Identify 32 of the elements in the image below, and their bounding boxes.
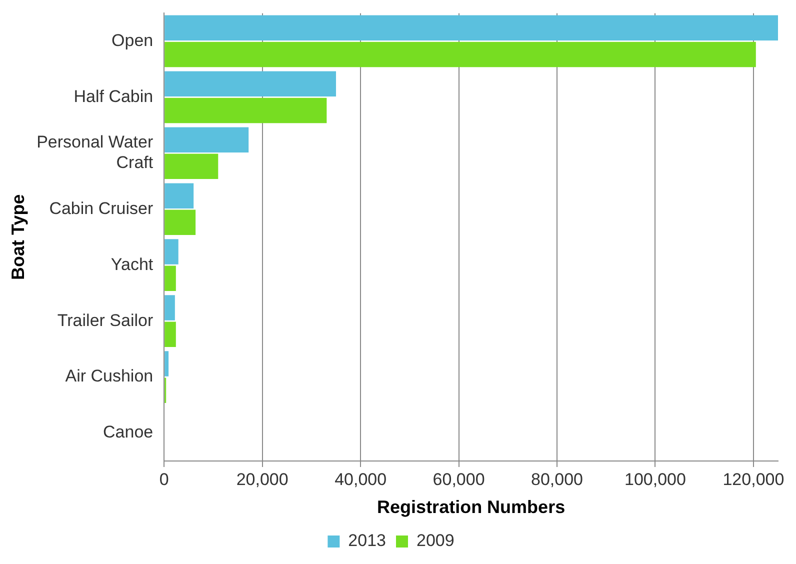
x-tick-label: 40,000 bbox=[334, 470, 387, 489]
legend-label: 2013 bbox=[348, 531, 386, 550]
bar bbox=[164, 266, 176, 292]
legend-label: 2009 bbox=[416, 531, 454, 550]
y-tick-label: Air Cushion bbox=[65, 366, 154, 386]
x-tick-label: 100,000 bbox=[624, 470, 686, 489]
bar bbox=[164, 154, 218, 180]
y-tick-label: Open bbox=[112, 30, 154, 50]
y-tick-label: Cabin Cruiser bbox=[49, 198, 154, 218]
x-axis-title: Registration Numbers bbox=[377, 497, 566, 518]
bar bbox=[164, 71, 336, 96]
bar bbox=[164, 351, 169, 376]
x-tick-label: 20,000 bbox=[236, 470, 288, 489]
y-tick-label: Yacht bbox=[110, 254, 154, 274]
bar bbox=[164, 127, 249, 152]
y-tick-label: Canoe bbox=[103, 422, 154, 442]
bar bbox=[164, 15, 778, 41]
bar bbox=[164, 322, 176, 347]
x-tick-label: 120,000 bbox=[722, 470, 784, 489]
x-tick-label: 80,000 bbox=[531, 470, 584, 489]
y-tick-label: Trailer Sailor bbox=[57, 310, 154, 330]
bar bbox=[164, 210, 196, 236]
bar bbox=[164, 98, 327, 124]
y-axis-title: Boat Type bbox=[8, 194, 28, 280]
bar bbox=[164, 295, 175, 320]
y-tick-label: Half Cabin bbox=[74, 86, 154, 106]
bar bbox=[164, 42, 756, 68]
x-tick-label: 0 bbox=[159, 470, 169, 489]
bar bbox=[164, 239, 178, 264]
x-tick-label: 60,000 bbox=[432, 470, 485, 489]
bar bbox=[164, 183, 194, 208]
y-tick-label: Personal Water Craft bbox=[36, 132, 154, 172]
